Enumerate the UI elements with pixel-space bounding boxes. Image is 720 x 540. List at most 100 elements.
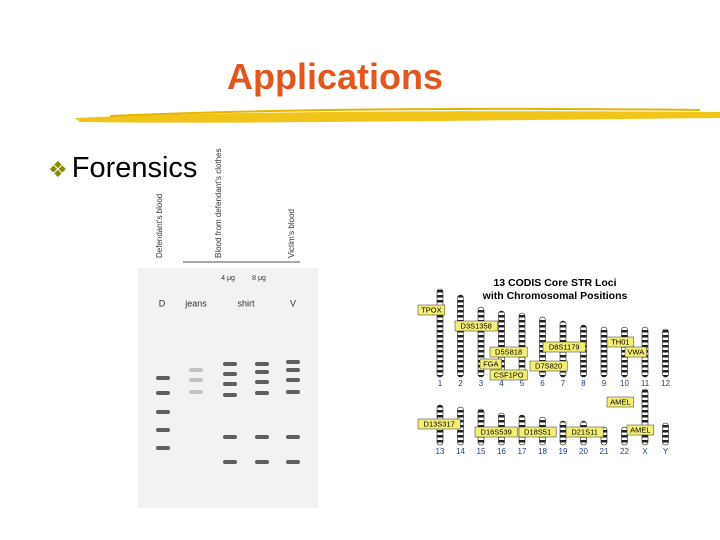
gel-band	[286, 390, 300, 394]
locus-box	[518, 426, 557, 438]
locus-label: D8S1179	[549, 342, 580, 351]
chromosome-number: 20	[579, 447, 588, 456]
chromosome-number: 11	[641, 379, 650, 388]
gel-band	[156, 446, 170, 450]
chromosome	[600, 326, 608, 378]
gel-band	[255, 370, 269, 374]
amount-label: 4 μg	[221, 275, 235, 282]
locus-box	[624, 346, 647, 358]
title-underline-stroke	[109, 107, 701, 117]
lane-label: V	[290, 298, 296, 308]
chromosome-number: 19	[559, 447, 568, 456]
locus-box	[489, 346, 528, 358]
locus-label: D5S818	[495, 347, 522, 356]
chromosome-number: 2	[458, 379, 463, 388]
bullet-text: Forensics	[71, 152, 198, 184]
locus-box	[417, 418, 461, 430]
chromosome	[662, 422, 669, 446]
chromosome-number: 3	[479, 379, 484, 388]
locus-box	[606, 396, 635, 408]
locus-label: VWA	[627, 347, 644, 356]
lane-label: shirt	[237, 298, 255, 308]
slide-title: Applications	[226, 56, 444, 97]
gel-band	[223, 460, 237, 464]
chromosome	[621, 426, 628, 446]
chromosome-number: Y	[663, 447, 669, 456]
codis-title: 13 CODIS Core STR Loci	[493, 277, 616, 289]
gel-band	[156, 376, 170, 380]
locus-label: TPOX	[421, 305, 441, 314]
chromosome	[662, 328, 669, 378]
locus-box	[565, 426, 604, 438]
locus-label: CSF1PO	[494, 370, 524, 379]
chromosome-number: 18	[538, 447, 547, 456]
chromosome	[559, 420, 567, 446]
locus-box	[479, 358, 502, 370]
gel-band	[286, 378, 300, 382]
gel: Defendant's blood Blood from defendant's …	[155, 148, 300, 464]
locus-label: D21S11	[571, 427, 598, 436]
title-underline	[75, 111, 720, 123]
bullet-symbol: ❖	[48, 157, 68, 182]
codis-title: with Chromosomal Positions	[482, 290, 628, 302]
locus-label: D18S51	[524, 427, 551, 436]
gel-band	[286, 460, 300, 464]
gel-band	[223, 393, 237, 397]
locus-label: TH01	[611, 337, 629, 346]
gel-band	[156, 410, 170, 414]
chromosome-number: 10	[620, 379, 629, 388]
chromosome-number: 8	[581, 379, 586, 388]
chromosome-number: 9	[602, 379, 607, 388]
lane-label: D	[159, 298, 166, 308]
chromosome	[436, 288, 444, 378]
locus-box	[626, 424, 655, 436]
locus-box	[417, 304, 446, 316]
gel-band	[255, 435, 269, 439]
gel-band	[286, 360, 300, 364]
chromosome-number: 21	[600, 447, 609, 456]
gel-band	[255, 380, 269, 384]
lane-label: jeans	[184, 298, 207, 308]
locus-label: D13S317	[424, 419, 455, 428]
gel-band	[255, 362, 269, 366]
locus-box	[454, 320, 498, 332]
chromosome	[641, 388, 649, 446]
chromosome-number: 14	[456, 447, 465, 456]
chromosome-number: 7	[561, 379, 566, 388]
locus-label: D3S1358	[461, 321, 492, 330]
locus-box	[474, 426, 518, 438]
gel-band	[223, 435, 237, 439]
gel-band	[189, 368, 203, 372]
chromosome-number: 1	[438, 379, 443, 388]
gel-band	[223, 382, 237, 386]
chromosome	[457, 294, 464, 378]
chromosome-number: 17	[518, 447, 527, 456]
lane-header: Defendant's blood	[155, 194, 164, 258]
chromosome	[518, 312, 526, 378]
chromosome-number: 15	[477, 447, 486, 456]
locus-box	[489, 369, 528, 381]
locus-box	[606, 336, 635, 348]
locus-box	[529, 360, 568, 372]
chromosome-number: 5	[520, 379, 525, 388]
gel-band	[156, 391, 170, 395]
chromosome-number: 4	[499, 379, 504, 388]
lane-header: Victim's blood	[287, 209, 296, 258]
locus-label: AMEL	[630, 425, 650, 434]
locus-label: D16S539	[481, 427, 512, 436]
chromosome-number: 16	[497, 447, 506, 456]
gel-band	[286, 368, 300, 372]
gel-band	[223, 362, 237, 366]
gel-band	[156, 428, 170, 432]
amount-label: 8 μg	[252, 275, 266, 282]
chromosome-number: 13	[436, 447, 445, 456]
bullet: ❖ Forensics	[48, 152, 197, 185]
chromosome-number: 6	[540, 379, 545, 388]
gel-band	[286, 435, 300, 439]
gel-band	[255, 460, 269, 464]
chromosome-number: X	[642, 447, 648, 456]
lane-header: Blood from defendant's clothes	[214, 148, 223, 258]
